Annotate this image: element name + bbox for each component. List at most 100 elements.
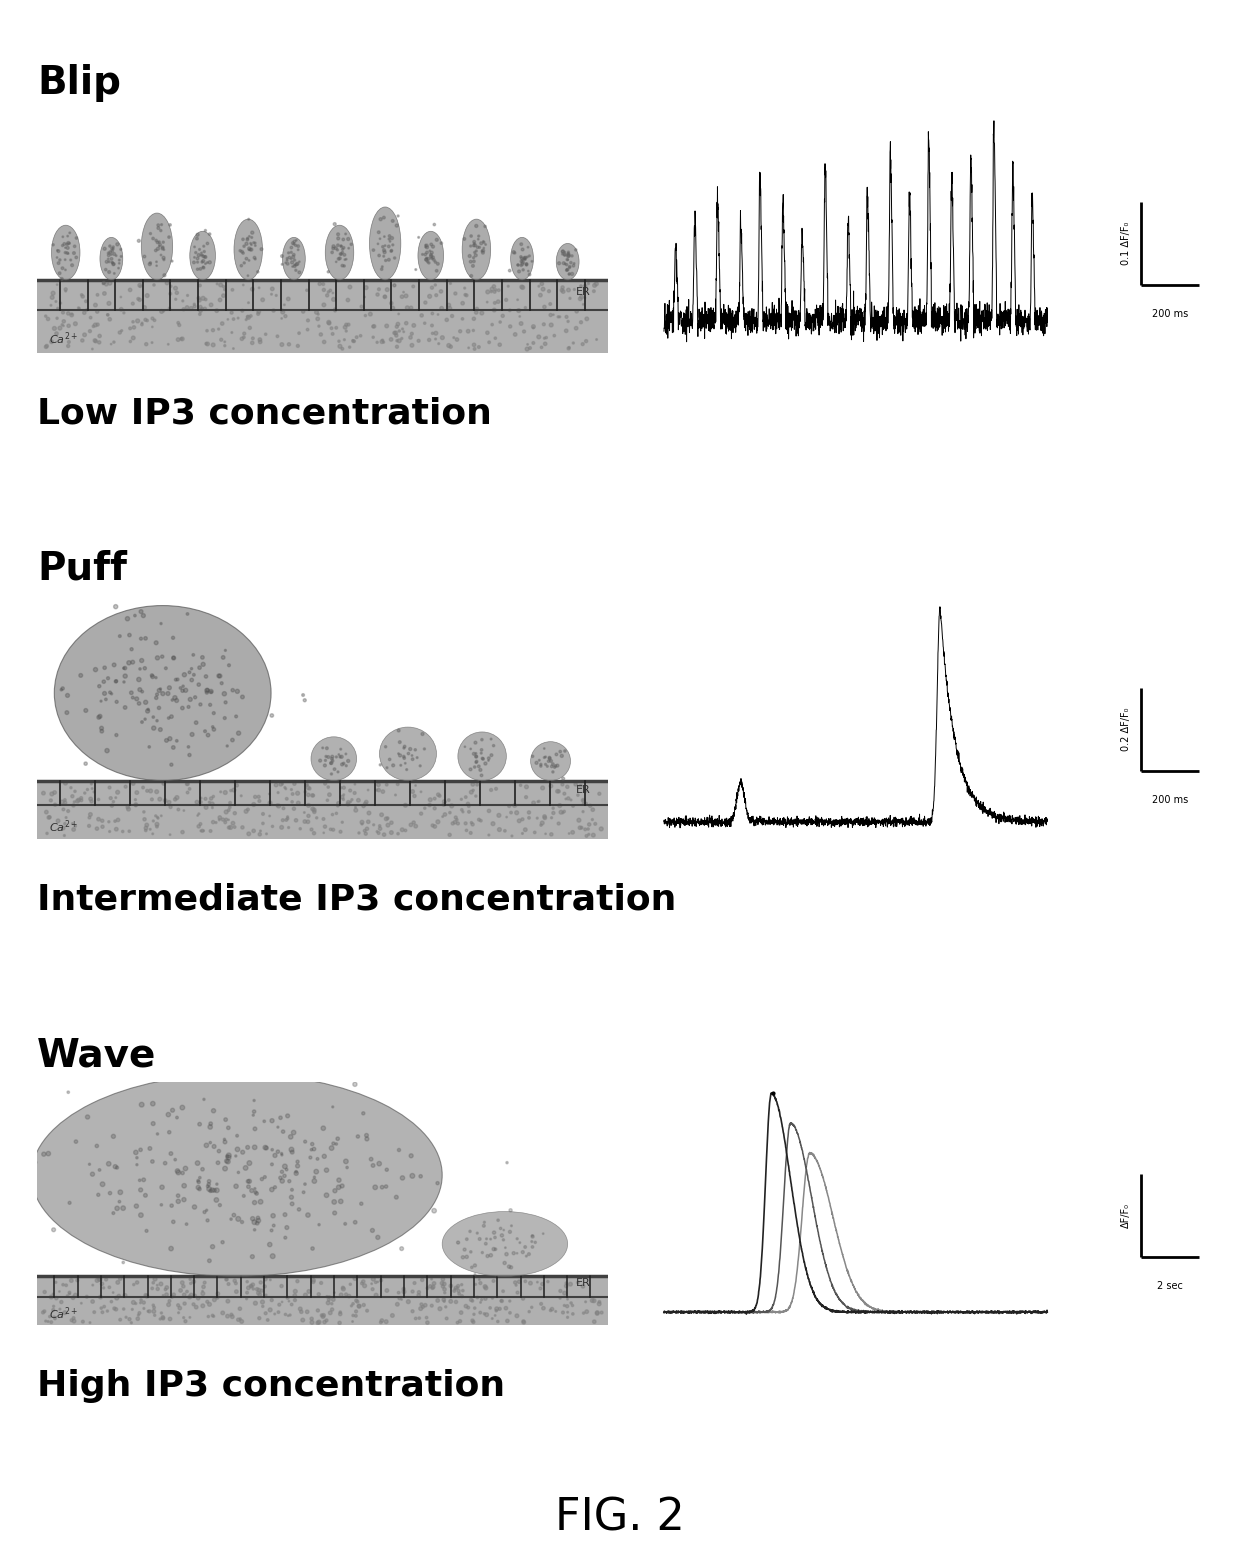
Point bbox=[93, 1300, 113, 1325]
Point bbox=[418, 1276, 438, 1301]
Point bbox=[553, 241, 573, 267]
Point bbox=[387, 1292, 407, 1317]
Point bbox=[215, 332, 234, 358]
Point bbox=[492, 1223, 512, 1248]
Point bbox=[188, 285, 208, 310]
Point bbox=[41, 1284, 61, 1309]
Point bbox=[513, 257, 533, 282]
Point bbox=[105, 809, 125, 834]
Point bbox=[207, 298, 227, 323]
Point bbox=[286, 1160, 306, 1185]
Point bbox=[288, 334, 308, 359]
Point bbox=[570, 773, 590, 798]
Point bbox=[52, 312, 72, 337]
Point bbox=[324, 234, 343, 259]
Point bbox=[314, 1303, 334, 1328]
Point bbox=[58, 301, 78, 326]
Point bbox=[304, 820, 324, 845]
Point bbox=[138, 698, 157, 723]
Point bbox=[512, 251, 532, 276]
Point bbox=[485, 298, 505, 323]
Point bbox=[558, 257, 578, 282]
Point bbox=[517, 252, 537, 278]
Point bbox=[203, 701, 223, 726]
Ellipse shape bbox=[31, 1074, 443, 1276]
Point bbox=[305, 1165, 325, 1190]
Point bbox=[453, 306, 472, 331]
Point bbox=[562, 243, 582, 268]
Point bbox=[100, 271, 120, 296]
Point bbox=[343, 329, 363, 354]
Point bbox=[140, 251, 160, 276]
Point bbox=[339, 1284, 358, 1309]
Point bbox=[428, 1171, 448, 1196]
Point bbox=[429, 331, 449, 356]
Point bbox=[326, 315, 346, 340]
Point bbox=[146, 779, 166, 804]
Point bbox=[105, 786, 125, 811]
Point bbox=[161, 753, 181, 778]
Point bbox=[534, 735, 554, 760]
Point bbox=[541, 292, 560, 317]
Point bbox=[222, 299, 242, 325]
Point bbox=[402, 295, 422, 320]
Point bbox=[247, 1181, 267, 1206]
Point bbox=[520, 336, 539, 361]
Point bbox=[212, 671, 232, 696]
Point bbox=[549, 793, 569, 818]
Point bbox=[433, 804, 453, 829]
Point bbox=[126, 1152, 146, 1178]
Point bbox=[401, 737, 420, 762]
Point bbox=[51, 677, 71, 702]
Point bbox=[154, 237, 174, 262]
Point bbox=[528, 325, 548, 350]
Point bbox=[148, 814, 167, 839]
Point bbox=[580, 793, 600, 818]
Point bbox=[434, 1272, 454, 1297]
Point bbox=[126, 1193, 146, 1218]
Point bbox=[432, 296, 451, 321]
Point bbox=[46, 289, 66, 314]
Point bbox=[521, 1270, 541, 1295]
Point bbox=[476, 1275, 496, 1300]
Point bbox=[95, 687, 115, 712]
Point bbox=[445, 1276, 465, 1301]
Point bbox=[511, 245, 531, 270]
Point bbox=[484, 1220, 503, 1245]
Point bbox=[250, 1270, 270, 1295]
Point bbox=[466, 299, 486, 325]
Point bbox=[413, 721, 433, 746]
Point bbox=[218, 1145, 238, 1170]
Point bbox=[575, 1289, 595, 1314]
Point bbox=[50, 248, 69, 273]
Point bbox=[469, 334, 489, 359]
Point bbox=[157, 270, 177, 295]
Point bbox=[340, 334, 360, 359]
Point bbox=[223, 811, 243, 836]
Point bbox=[223, 677, 243, 702]
Point bbox=[371, 753, 391, 778]
Point bbox=[543, 795, 563, 820]
Point bbox=[53, 299, 73, 325]
Point bbox=[215, 681, 234, 706]
Point bbox=[563, 331, 583, 356]
Point bbox=[278, 806, 298, 831]
Point bbox=[553, 767, 573, 792]
Point bbox=[549, 251, 569, 276]
Point bbox=[241, 230, 260, 256]
Point bbox=[500, 259, 520, 284]
Point bbox=[522, 1223, 542, 1248]
Point bbox=[420, 243, 440, 268]
Point bbox=[363, 238, 383, 263]
Point bbox=[470, 235, 490, 260]
Point bbox=[477, 1243, 497, 1269]
Point bbox=[138, 284, 157, 309]
Point bbox=[165, 1148, 185, 1173]
Point bbox=[446, 1275, 466, 1300]
Point bbox=[136, 818, 156, 844]
Point bbox=[572, 284, 591, 309]
Point bbox=[89, 704, 109, 729]
Point bbox=[374, 284, 394, 309]
Point bbox=[42, 781, 62, 806]
Point bbox=[517, 332, 537, 358]
